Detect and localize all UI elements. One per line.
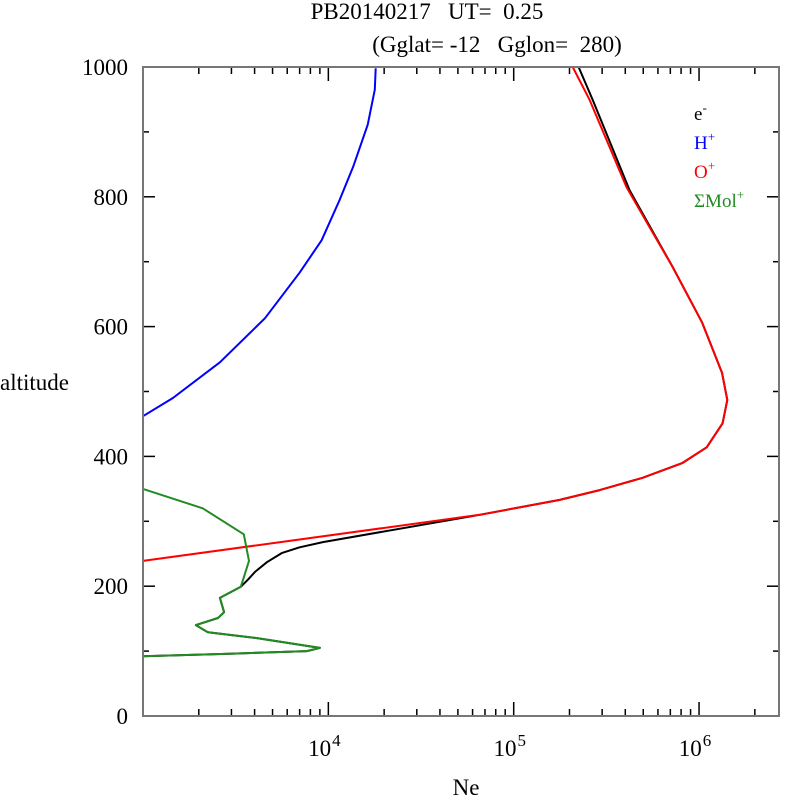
y-tick-label: 400 xyxy=(94,444,129,469)
plot-frame xyxy=(142,66,780,717)
series-line-mol xyxy=(142,487,321,658)
legend: e- H+ O+ ΣMol+ xyxy=(694,100,744,212)
chart-title: PB20140217 UT= 0.25 xyxy=(311,0,544,24)
y-tick-label: 1000 xyxy=(82,55,128,80)
y-tick-label: 600 xyxy=(94,315,129,340)
y-tick-label: 800 xyxy=(94,185,129,210)
x-tick-exponent: 4 xyxy=(332,731,341,750)
series-line-h xyxy=(142,68,377,418)
y-axis-label: altitude xyxy=(0,370,69,395)
legend-superscript: + xyxy=(737,187,744,202)
x-tick-label: 106 xyxy=(679,731,712,761)
series-lines xyxy=(142,66,729,658)
legend-superscript: + xyxy=(708,158,715,173)
legend-entry: O+ xyxy=(694,158,715,183)
legend-superscript: + xyxy=(708,129,715,144)
x-tick-label: 104 xyxy=(308,731,341,761)
axis-ticks: 0 200 400 600 800 1000 104 105 106 xyxy=(82,55,779,761)
legend-entry: e- xyxy=(694,100,707,125)
x-tick-label: 105 xyxy=(493,731,526,761)
y-tick-label: 200 xyxy=(94,574,129,599)
x-axis-label: Ne xyxy=(453,775,480,796)
legend-superscript: - xyxy=(702,100,706,115)
chart-subtitle: (Gglat= -12 Gglon= 280) xyxy=(372,32,622,57)
x-tick-exponent: 5 xyxy=(517,731,526,750)
y-tick-label: 0 xyxy=(117,704,129,729)
legend-entry: ΣMol+ xyxy=(694,187,744,212)
series-line-o xyxy=(142,66,729,562)
series-line-e xyxy=(142,66,729,658)
x-tick-exponent: 6 xyxy=(703,731,712,750)
legend-entry: H+ xyxy=(694,129,715,154)
